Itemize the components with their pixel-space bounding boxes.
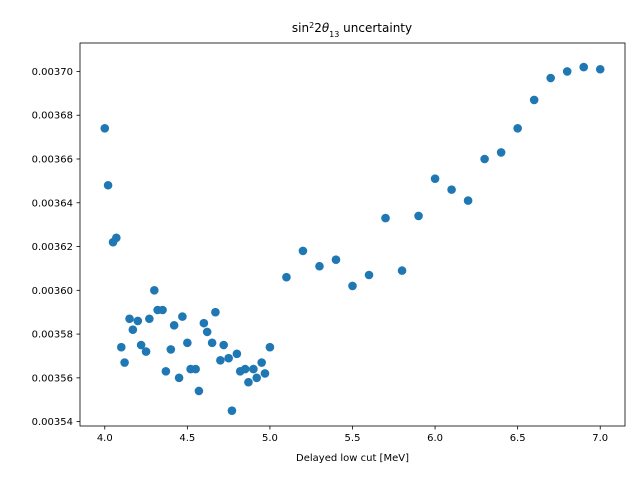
data-point-56 [529, 95, 539, 105]
data-point-54 [496, 148, 506, 157]
data-point-15 [161, 366, 171, 376]
data-point-12 [150, 286, 159, 295]
data-point-43 [315, 261, 324, 271]
x-tick-label: 7.0 [592, 433, 608, 444]
data-points [100, 62, 605, 415]
data-point-58 [562, 67, 572, 76]
data-point-25 [202, 327, 212, 337]
data-point-19 [178, 312, 187, 321]
data-point-57 [546, 73, 555, 83]
x-tick-label: 6.0 [427, 433, 443, 444]
data-point-27 [211, 307, 220, 317]
data-point-30 [224, 353, 233, 363]
data-point-23 [194, 386, 204, 396]
data-point-5 [120, 358, 129, 367]
data-point-32 [232, 349, 242, 359]
data-point-4 [116, 342, 126, 352]
x-tick-label: 4.0 [97, 433, 113, 444]
data-point-49 [414, 211, 423, 221]
y-tick-label: 0.00356 [32, 373, 73, 384]
y-tick-label: 0.00354 [32, 417, 73, 428]
data-point-10 [141, 347, 151, 356]
data-point-20 [183, 338, 192, 348]
data-point-40 [265, 342, 275, 352]
data-point-9 [136, 340, 146, 350]
y-tick-label: 0.00370 [32, 67, 73, 78]
data-point-29 [219, 340, 228, 350]
y-tick-label: 0.00364 [32, 198, 73, 209]
data-point-35 [244, 377, 253, 387]
data-point-59 [579, 62, 589, 72]
x-axis-label: Delayed low cut [MeV] [296, 453, 409, 464]
data-point-34 [240, 364, 250, 374]
data-point-37 [252, 373, 262, 383]
y-tick-label: 0.00362 [32, 242, 73, 253]
data-point-0 [100, 124, 110, 133]
data-point-44 [331, 255, 341, 264]
data-point-60 [595, 64, 605, 74]
y-tick-label: 0.00358 [32, 330, 73, 341]
data-point-3 [112, 233, 121, 243]
data-point-36 [249, 364, 258, 374]
x-tick-label: 4.5 [179, 433, 195, 444]
x-tick-label: 5.5 [345, 433, 361, 444]
data-point-26 [207, 338, 217, 348]
x-tick-label: 6.5 [510, 433, 526, 444]
y-tick-label: 0.00366 [32, 154, 73, 165]
data-point-8 [133, 316, 143, 326]
x-axis-ticks: 4.0 4.5 5.0 5.5 6.0 6.5 7.0 [97, 426, 608, 444]
data-point-22 [191, 364, 200, 374]
data-point-17 [169, 321, 179, 330]
data-point-18 [174, 373, 184, 383]
data-point-46 [364, 270, 374, 280]
data-point-16 [166, 345, 176, 354]
data-point-47 [381, 213, 390, 223]
data-point-42 [298, 246, 308, 256]
data-point-55 [513, 124, 522, 133]
plot-frame [79, 42, 626, 427]
data-point-38 [257, 358, 266, 367]
chart-title: sin22θ13 uncertainty [292, 21, 412, 39]
data-point-48 [397, 266, 407, 275]
data-point-45 [348, 281, 357, 291]
data-point-41 [282, 272, 291, 282]
data-point-7 [128, 325, 138, 335]
data-point-1 [103, 180, 113, 190]
data-point-50 [430, 174, 440, 183]
y-axis-ticks: 0.00354 0.00356 0.00358 0.00360 0.00362 0.003… [32, 67, 80, 428]
data-point-51 [447, 185, 456, 194]
y-tick-label: 0.00360 [32, 286, 73, 297]
data-point-53 [480, 154, 489, 164]
data-point-28 [216, 356, 225, 365]
data-point-11 [145, 314, 154, 324]
data-point-24 [199, 318, 209, 328]
data-point-6 [125, 314, 134, 324]
x-tick-label: 5.0 [262, 433, 278, 444]
data-point-31 [227, 406, 237, 415]
y-tick-label: 0.00368 [32, 111, 73, 122]
data-point-39 [260, 369, 270, 378]
data-point-14 [158, 305, 167, 315]
data-point-52 [463, 196, 473, 205]
